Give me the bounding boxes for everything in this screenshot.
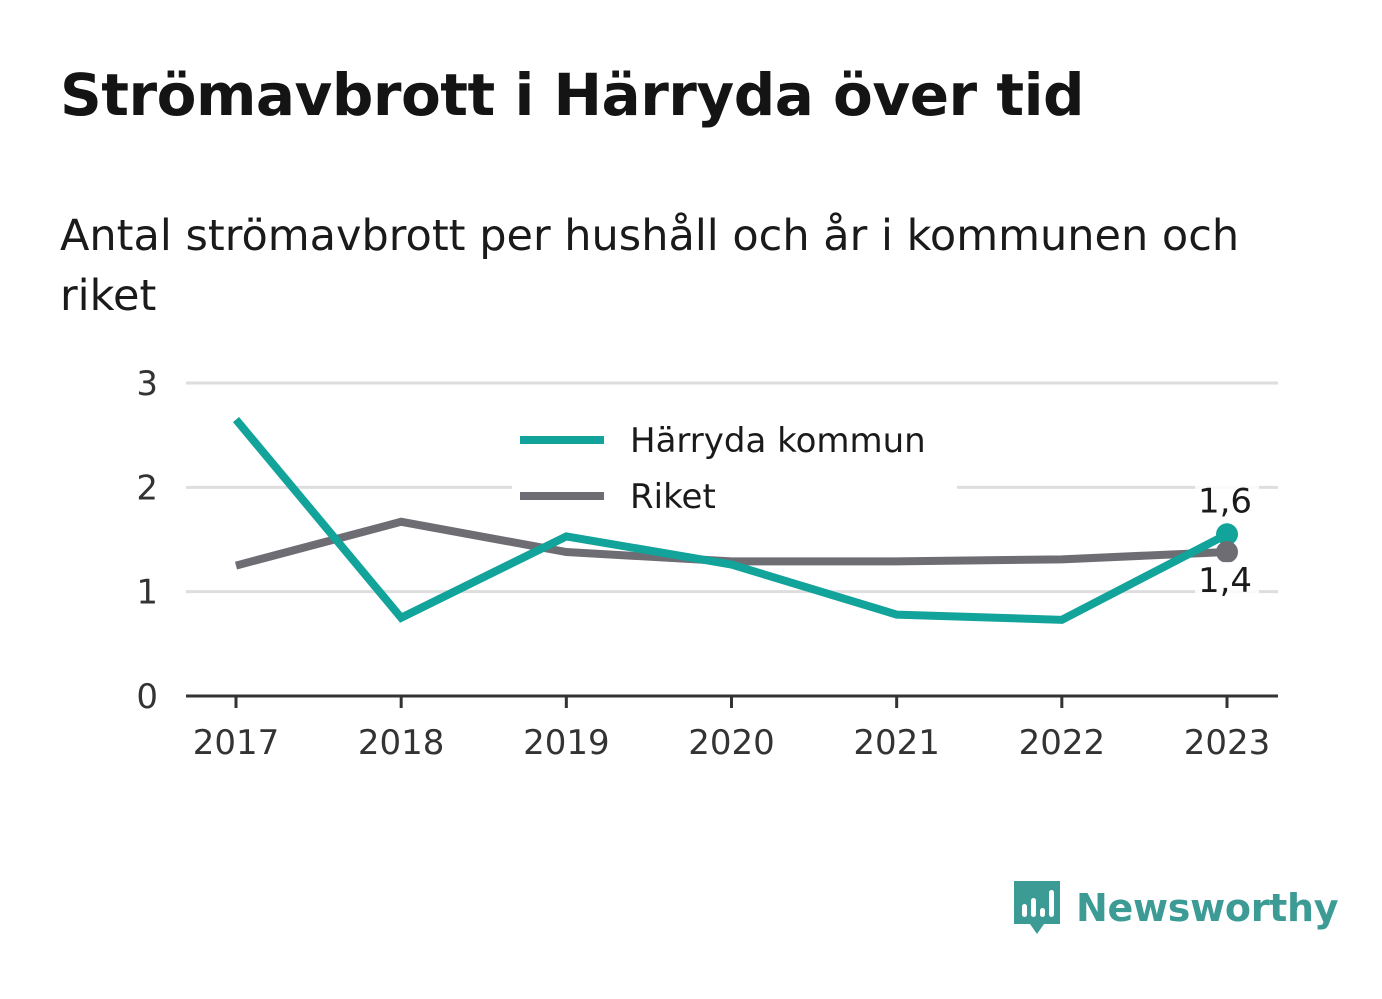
end-label-background — [1195, 562, 1259, 603]
brand-logo: Newsworthy — [1010, 878, 1339, 938]
y-tick-label: 3 — [136, 364, 158, 404]
chart-subtitle: Antal strömavbrott per hushåll och år i … — [60, 211, 1240, 322]
y-tick-label: 1 — [136, 573, 158, 613]
end-point-marker — [1216, 541, 1238, 564]
end-value-label: 1,4 — [1198, 561, 1252, 601]
x-tick-label: 2023 — [1184, 723, 1271, 763]
x-tick-label: 2018 — [358, 723, 445, 763]
x-tick-label: 2022 — [1019, 723, 1106, 763]
x-tick-label: 2019 — [523, 723, 610, 763]
brand-name: Newsworthy — [1076, 886, 1339, 930]
end-label-background — [1195, 482, 1259, 523]
x-tick-label: 2017 — [193, 723, 280, 763]
end-point-marker — [1216, 523, 1238, 546]
y-tick-label: 2 — [136, 468, 158, 508]
legend-label: Riket — [630, 477, 716, 517]
chart-title: Strömavbrott i Härryda över tid — [60, 61, 1084, 129]
x-tick-label: 2021 — [853, 723, 940, 763]
y-tick-label: 0 — [136, 677, 158, 717]
series-line — [232, 416, 1229, 624]
legend-label: Härryda kommun — [630, 421, 926, 461]
series-line — [234, 517, 1228, 570]
end-value-label: 1,6 — [1198, 481, 1252, 521]
x-tick-label: 2020 — [688, 723, 775, 763]
newsworthy-logo-icon — [1014, 881, 1060, 934]
